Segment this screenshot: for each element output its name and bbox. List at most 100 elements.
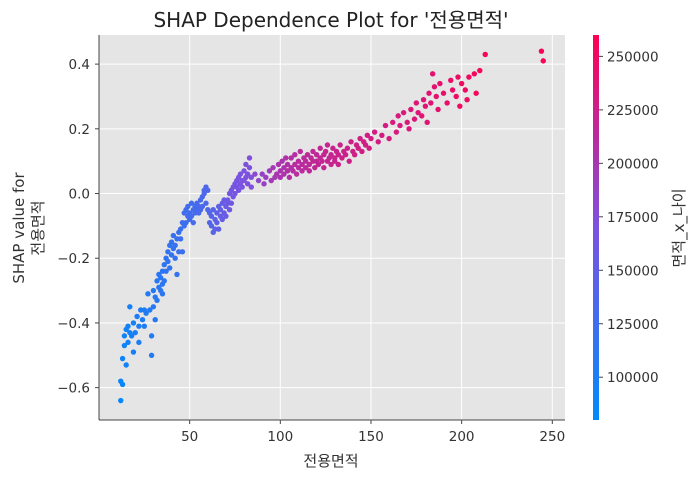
data-point (281, 164, 287, 171)
data-point (322, 148, 329, 155)
data-point (277, 168, 284, 174)
data-point (268, 177, 274, 184)
data-point (121, 333, 128, 339)
data-point (177, 226, 184, 232)
data-point (161, 262, 167, 268)
data-point (232, 190, 238, 197)
data-point (119, 355, 126, 362)
data-point (273, 171, 280, 177)
data-point (415, 109, 421, 116)
data-point (277, 174, 284, 181)
data-point (163, 268, 169, 274)
data-point (390, 119, 396, 126)
data-point (397, 122, 403, 129)
data-point (284, 168, 291, 174)
data-point (295, 164, 302, 171)
data-point (440, 90, 447, 96)
data-point (246, 155, 253, 161)
data-point (342, 152, 349, 158)
data-point (177, 236, 184, 242)
data-point (128, 333, 135, 339)
data-point (208, 213, 215, 219)
data-point (348, 139, 354, 145)
data-point (332, 158, 338, 164)
data-point (248, 184, 255, 190)
data-point (344, 145, 351, 151)
data-point (136, 323, 142, 329)
data-point (147, 307, 153, 313)
data-point (335, 152, 342, 158)
colorbar-tick-label: 250000 (607, 49, 659, 65)
data-point (188, 213, 195, 219)
y-tick-label: −0.4 (57, 316, 90, 332)
data-point (119, 381, 126, 388)
data-point (304, 152, 311, 158)
data-point (275, 161, 282, 168)
data-point (406, 126, 412, 132)
plot-area (99, 35, 565, 420)
data-point (281, 171, 287, 177)
data-point (248, 174, 255, 181)
data-point (319, 158, 325, 164)
data-point (244, 181, 251, 187)
data-point (306, 161, 313, 168)
data-point (458, 80, 465, 87)
data-point (208, 223, 215, 229)
data-point (244, 171, 251, 177)
grid-lines (99, 35, 565, 420)
data-point (154, 278, 160, 284)
data-point (313, 152, 320, 158)
data-point (284, 161, 291, 168)
data-point (161, 278, 167, 284)
data-point (243, 161, 249, 168)
y-tick-label: −0.2 (57, 251, 90, 267)
data-point (292, 152, 298, 158)
data-point (252, 171, 258, 177)
data-point (121, 342, 128, 349)
data-point (471, 71, 478, 77)
x-axis-ticks: 50 100 150 200 250 (181, 420, 565, 445)
data-point (154, 297, 160, 303)
data-point (362, 142, 369, 148)
x-tick-label: 50 (181, 429, 198, 445)
data-point (127, 304, 133, 310)
data-point (335, 161, 342, 168)
data-point (183, 219, 189, 226)
chart-title: SHAP Dependence Plot for '전용면적' (153, 8, 508, 32)
data-point (295, 158, 302, 164)
data-point (462, 87, 468, 93)
data-point (290, 168, 296, 174)
data-point (190, 219, 196, 226)
data-point (179, 249, 186, 255)
data-point (317, 145, 323, 151)
data-point (422, 103, 429, 109)
data-point (339, 155, 345, 161)
data-point (297, 148, 303, 155)
data-point (223, 213, 229, 219)
data-point (408, 106, 414, 113)
data-point (328, 161, 334, 168)
data-point (286, 174, 293, 181)
data-point (172, 255, 178, 261)
data-point (214, 219, 220, 226)
data-point (148, 333, 155, 339)
data-point (123, 362, 129, 368)
data-point (303, 158, 309, 164)
data-point (235, 187, 242, 193)
data-point (455, 74, 461, 80)
data-point (375, 139, 381, 145)
data-point (312, 164, 318, 171)
data-point (125, 339, 131, 346)
data-point (203, 200, 209, 206)
data-point (130, 320, 137, 326)
data-point (457, 103, 463, 109)
data-point (299, 168, 305, 174)
data-point (306, 168, 313, 174)
data-point (426, 90, 432, 96)
y-tick-label: −0.6 (57, 381, 90, 397)
data-point (150, 287, 157, 294)
data-point (134, 313, 140, 320)
y-axis-label: SHAP value for 전용면적 (10, 172, 47, 284)
data-point (310, 148, 316, 155)
